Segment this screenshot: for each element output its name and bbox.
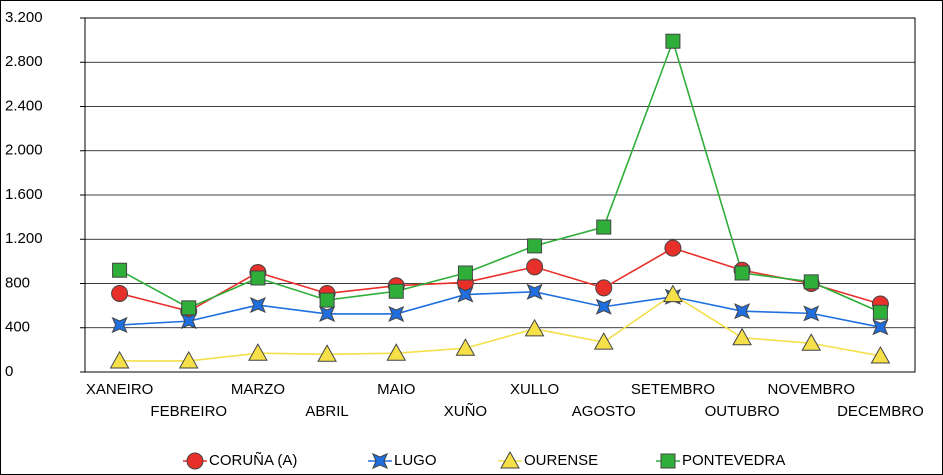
y-tick-label: 400 [5,319,30,336]
series-line [119,38,881,313]
marker [250,270,266,286]
y-tick-label: 1.600 [5,186,43,203]
marker [665,33,681,49]
marker [663,284,683,303]
marker [596,219,612,235]
marker [734,265,750,281]
marker [371,452,389,470]
marker [872,304,888,320]
x-tick-label: NOVEMBRO [767,381,855,398]
marker [111,284,129,302]
marker [524,318,545,337]
marker [319,292,335,308]
marker [388,283,404,299]
legend-label: PONTEVEDRA [682,452,785,469]
x-tick-label: XULLO [510,381,559,398]
x-tick-label: AGOSTO [572,403,636,420]
marker [112,262,128,278]
marker [734,303,751,320]
marker [249,297,266,314]
marker [455,338,476,356]
legend-label: LUGO [394,452,437,469]
x-tick-label: OUTUBRO [705,403,780,420]
marker [181,300,197,316]
series-line [119,293,881,362]
y-tick-label: 1.200 [5,230,43,247]
x-tick-label: XANEIRO [86,381,154,398]
marker [660,453,676,469]
marker [595,298,612,315]
marker [526,283,543,300]
marker [109,350,130,369]
x-tick-label: SETEMBRO [631,381,715,398]
x-tick-label: MAIO [377,381,415,398]
marker [386,343,407,361]
marker [872,319,889,336]
marker [186,452,204,470]
x-tick-label: DECEMBRO [837,403,924,420]
marker [457,286,474,303]
legend-entry: PONTEVEDRA [656,452,785,469]
marker [457,265,473,281]
marker [664,239,682,257]
series-line [119,247,881,313]
marker [801,333,822,351]
marker [527,238,543,254]
marker [593,332,614,350]
marker [595,279,613,297]
x-tick-label: FEBREIRO [150,403,227,420]
legend-entry: CORUÑA (A) [183,452,297,470]
legend-label: OURENSE [524,452,598,469]
y-tick-label: 2.400 [5,97,43,114]
y-tick-label: 3.200 [5,9,43,26]
marker [870,345,891,364]
legend-label: CORUÑA (A) [209,452,297,469]
marker [803,274,819,290]
x-tick-label: XUÑO [444,403,487,420]
marker [111,316,128,334]
marker [248,343,268,361]
x-tick-label: MARZO [231,381,285,398]
x-tick-label: ABRIL [305,403,348,420]
series-line [119,290,881,328]
marker [500,450,520,469]
y-tick-label: 800 [5,274,30,291]
marker [526,258,544,276]
y-tick-label: 2.800 [5,53,43,70]
y-tick-label: 0 [5,363,13,380]
marker [388,305,405,322]
marker [732,327,752,346]
marker [803,305,820,322]
legend-entry: LUGO [368,452,437,470]
marker [317,344,337,362]
marker [178,350,199,369]
legend-entry: OURENSE [498,450,598,469]
y-tick-label: 2.000 [5,142,43,159]
